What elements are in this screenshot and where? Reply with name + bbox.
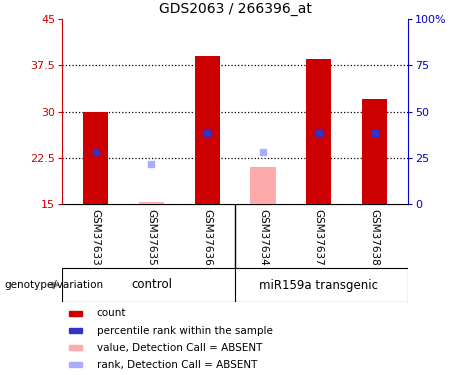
Text: percentile rank within the sample: percentile rank within the sample <box>97 326 273 336</box>
Text: genotype/variation: genotype/variation <box>5 280 104 290</box>
Bar <box>83 112 108 204</box>
Bar <box>250 167 276 204</box>
Bar <box>69 345 83 350</box>
Text: GSM37634: GSM37634 <box>258 210 268 266</box>
Text: GSM37637: GSM37637 <box>314 210 324 266</box>
Text: count: count <box>97 309 126 318</box>
Bar <box>362 99 387 204</box>
Title: GDS2063 / 266396_at: GDS2063 / 266396_at <box>159 2 312 16</box>
Bar <box>195 56 220 204</box>
Text: GSM37638: GSM37638 <box>370 210 379 266</box>
Text: value, Detection Call = ABSENT: value, Detection Call = ABSENT <box>97 343 262 352</box>
Bar <box>139 202 164 204</box>
Bar <box>69 311 83 316</box>
Text: miR159a transgenic: miR159a transgenic <box>259 279 378 291</box>
Text: GSM37636: GSM37636 <box>202 210 212 266</box>
Text: rank, Detection Call = ABSENT: rank, Detection Call = ABSENT <box>97 360 257 370</box>
Text: GSM37635: GSM37635 <box>147 210 156 266</box>
Bar <box>69 328 83 333</box>
Bar <box>306 59 331 204</box>
Bar <box>69 362 83 367</box>
Text: GSM37633: GSM37633 <box>91 210 100 266</box>
Text: control: control <box>131 279 172 291</box>
